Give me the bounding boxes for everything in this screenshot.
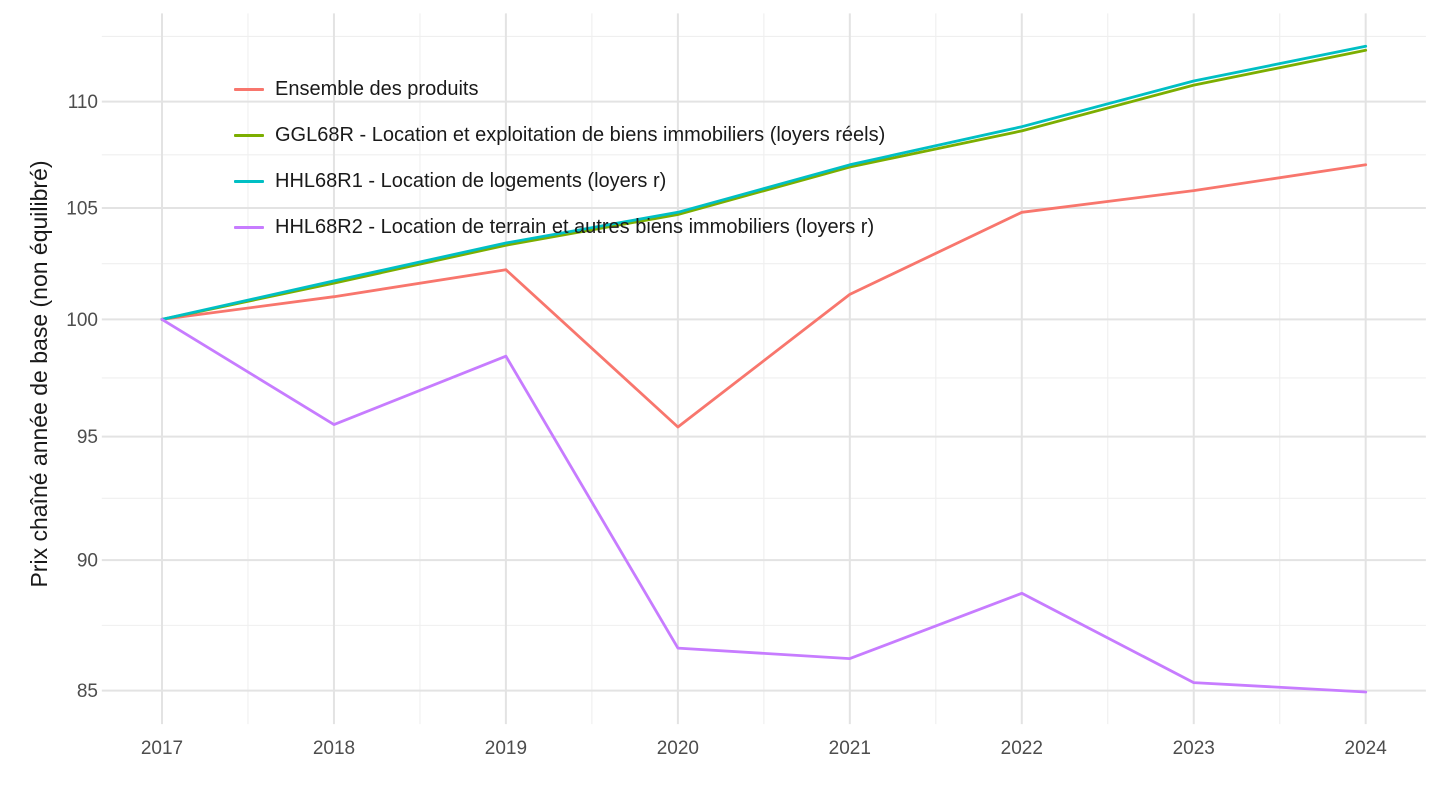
x-tick-label: 2023: [1173, 738, 1215, 759]
y-tick-label: 90: [77, 551, 98, 572]
x-tick-label: 2018: [313, 738, 355, 759]
legend-label: HHL68R2 - Location de terrain et autres …: [275, 215, 875, 238]
series-line-3: [160, 317, 1368, 694]
x-tick-label: 2021: [829, 738, 871, 759]
y-tick-label: 105: [66, 198, 98, 219]
legend-line-swatch: [234, 179, 264, 183]
legend-line-swatch: [234, 87, 264, 91]
legend-item-0: Ensemble des produits: [234, 66, 885, 112]
series-line-1: [160, 48, 1368, 321]
x-tick-label: 2019: [485, 738, 527, 759]
legend-item-2: HHL68R1 - Location de logements (loyers …: [234, 158, 885, 204]
y-tick-label: 110: [68, 92, 98, 113]
x-tick-label: 2020: [657, 738, 699, 759]
legend-line-swatch: [234, 225, 264, 229]
series-line-2: [160, 44, 1368, 321]
x-tick-label: 2017: [141, 738, 183, 759]
legend-label: Ensemble des produits: [275, 77, 479, 100]
legend-item-3: HHL68R2 - Location de terrain et autres …: [234, 204, 885, 250]
y-tick-label: 95: [77, 427, 98, 448]
legend-label: HHL68R1 - Location de logements (loyers …: [275, 169, 667, 192]
chart-legend: Ensemble des produits GGL68R - Location e…: [234, 66, 885, 250]
series-line-0: [160, 163, 1368, 429]
x-tick-label: 2024: [1345, 738, 1388, 759]
y-tick-label: 85: [77, 681, 98, 702]
y-tick-label: 100: [66, 310, 98, 331]
x-tick-label: 2022: [1001, 738, 1043, 759]
legend-line-swatch: [234, 133, 264, 137]
legend-label: GGL68R - Location et exploitation de bie…: [275, 123, 886, 146]
legend-item-1: GGL68R - Location et exploitation de bie…: [234, 112, 885, 158]
